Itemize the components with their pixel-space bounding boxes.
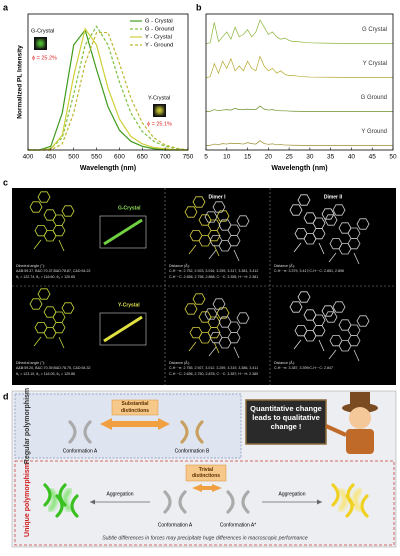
arrowhead bbox=[90, 499, 95, 505]
angle-title: Dihedral angle (°): bbox=[16, 361, 45, 365]
structure-row: G-Crystal Dihedral angle (°): A&B:59.37,… bbox=[16, 192, 369, 279]
series-line bbox=[28, 28, 188, 151]
x-tick-label: 40 bbox=[348, 154, 356, 161]
series-label: Y Crystal bbox=[363, 61, 387, 67]
x-axis-title: Wavelength (nm) bbox=[271, 165, 327, 172]
distance-title: Distance (Å): bbox=[169, 360, 190, 365]
x-tick-label: 400 bbox=[23, 154, 34, 161]
aggregation-label: Aggregation bbox=[107, 491, 134, 497]
distances: C-H···C: 2.656, 2.750, 2.878; C···C: 3.3… bbox=[169, 372, 258, 376]
cartoon bbox=[325, 392, 378, 454]
conformation-label: Conformation A bbox=[63, 448, 98, 454]
x-tick-label: 550 bbox=[91, 154, 102, 161]
distances: C-H···π: 2.752, 2.923, 3.016, 3.259, 3.3… bbox=[169, 269, 258, 273]
plot-frame bbox=[205, 13, 394, 151]
panel-label: b bbox=[196, 2, 202, 12]
crystal-name: Y-Crystal bbox=[118, 302, 140, 308]
x-tick-label: 600 bbox=[114, 154, 125, 161]
distances: C-H···π: 2.755, 2.927, 3.012, 3.259, 3.3… bbox=[169, 366, 258, 370]
plot-frame bbox=[27, 13, 189, 151]
x-tick-label: 20 bbox=[265, 154, 273, 161]
series-line bbox=[28, 25, 189, 151]
series-line bbox=[28, 27, 188, 151]
conformation-label: Conformation B bbox=[175, 448, 210, 454]
x-tick-label: 450 bbox=[45, 154, 56, 161]
double-arrow bbox=[192, 484, 222, 492]
arrowhead bbox=[317, 499, 322, 505]
x-tick-label: 10 bbox=[223, 154, 231, 161]
sample-glow bbox=[36, 39, 45, 48]
series-line bbox=[205, 140, 393, 146]
packing bbox=[103, 315, 143, 343]
blackboard-text: Quantitative change leads to qualitative… bbox=[250, 404, 322, 431]
x-tick-label: 15 bbox=[244, 154, 252, 161]
angles: A&B:59.37, B&C:70.37,B&D:78.87, C&D:54.2… bbox=[16, 269, 91, 273]
legend-label: Y - Crystal bbox=[145, 35, 172, 41]
x-tick-label: 650 bbox=[137, 154, 148, 161]
panel-label: d bbox=[3, 391, 9, 401]
label-box bbox=[185, 464, 227, 482]
trivial-label: Trivial distinctions bbox=[191, 466, 221, 480]
series-line bbox=[205, 55, 393, 78]
x-tick-label: 500 bbox=[68, 154, 79, 161]
x-tick-label: 50 bbox=[389, 154, 397, 161]
distances: C-H···π: 3.387, 3.399;C-H···C: 2.847 bbox=[274, 366, 333, 370]
column-header: Dimer I bbox=[209, 194, 227, 200]
distance-title: Distance (Å): bbox=[169, 263, 190, 268]
substantial-label: Substantial distinctions bbox=[120, 401, 150, 414]
blackboard bbox=[245, 399, 327, 445]
panel-label: a bbox=[3, 2, 9, 12]
legend-label: G - Ground bbox=[145, 27, 174, 33]
annotation: ϕ = 25.1% bbox=[147, 121, 172, 127]
unique-title: Unique polymorphism bbox=[24, 463, 31, 537]
structure-row: Y-Crystal Dihedral angle (°): A&B:59.20,… bbox=[16, 289, 369, 376]
unique-box bbox=[14, 460, 395, 546]
structure-panel bbox=[12, 188, 396, 385]
packing-box bbox=[99, 215, 147, 249]
annotation: G-Crystal bbox=[31, 28, 54, 34]
column-header: Dimer II bbox=[324, 194, 343, 200]
x-tick-label: 700 bbox=[160, 154, 171, 161]
y-axis-title: Normalized PL Intensity bbox=[17, 45, 24, 119]
x-tick-label: 30 bbox=[306, 154, 314, 161]
distance-title: Distance (Å): bbox=[274, 263, 295, 268]
x-tick-label: 45 bbox=[369, 154, 377, 161]
legend-label: G - Crystal bbox=[145, 19, 173, 25]
conformation-label: Conformation A* bbox=[220, 522, 256, 528]
double-arrow bbox=[100, 418, 170, 430]
thetas: θ₁ = 122.74, θ₂ = 116.60, θ₃ = 120.65 bbox=[16, 275, 75, 279]
series-label: Y Ground bbox=[361, 129, 387, 135]
x-tick-label: 750 bbox=[183, 154, 194, 161]
x-tick-label: 5 bbox=[204, 154, 208, 161]
aggregation-label: Aggregation bbox=[279, 491, 306, 497]
conformation-label: Conformation A bbox=[158, 522, 193, 528]
angle-title: Dihedral angle (°): bbox=[16, 264, 45, 268]
distances: C-H···C: 2.656, 2.758, 2.868; C···C: 3.3… bbox=[169, 275, 258, 279]
label-box bbox=[111, 399, 159, 416]
thetas: θ₁ = 123.10, θ₂ = 116.05, θ₃ = 120.86 bbox=[16, 372, 75, 376]
annotation: ϕ = 25.2% bbox=[32, 55, 57, 61]
legend-label: Y - Ground bbox=[145, 43, 173, 49]
series-line bbox=[205, 105, 393, 112]
packing-box bbox=[99, 312, 147, 346]
x-tick-label: 35 bbox=[327, 154, 335, 161]
x-tick-label: 25 bbox=[285, 154, 293, 161]
x-axis-title: Wavelength (nm) bbox=[80, 165, 136, 172]
annotation: Y-Crystal bbox=[148, 95, 170, 101]
crystal-name: G-Crystal bbox=[118, 205, 141, 211]
distance-title: Distance (Å): bbox=[274, 360, 295, 365]
series-line bbox=[205, 19, 393, 44]
angles: A&B:59.20, B&C:70.39,B&D:78.75, C&D:54.3… bbox=[16, 366, 91, 370]
series-label: G Crystal bbox=[362, 27, 387, 33]
series-label: G Ground bbox=[361, 95, 387, 101]
panel-label: c bbox=[3, 177, 8, 187]
packing bbox=[103, 218, 143, 246]
series-line bbox=[28, 31, 189, 151]
footer: Subtle differences in forces may precipi… bbox=[102, 535, 308, 541]
distances: C-H···π: 3.379, 3.417;C-H···C: 2.851, 2.… bbox=[274, 269, 344, 273]
regular-title: Regular polymorphism bbox=[24, 388, 31, 464]
sample-glow bbox=[155, 106, 164, 115]
